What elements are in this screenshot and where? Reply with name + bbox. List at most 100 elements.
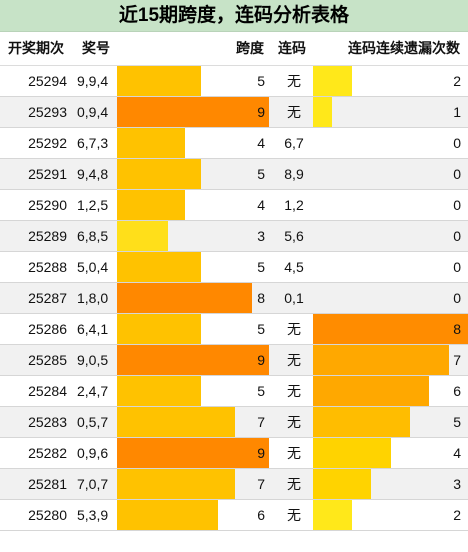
miss-cell: 2 [313, 66, 468, 96]
period-cell: 25291 [28, 166, 67, 182]
table-row: 25282 0,9,6 9 无 4 [0, 438, 468, 469]
span-value: 4 [257, 135, 265, 151]
period-cell: 25282 [28, 445, 67, 461]
span-bar [117, 159, 202, 189]
period-cell: 25283 [28, 414, 67, 430]
table-row: 25284 2,4,7 5 无 6 [0, 376, 468, 407]
span-value: 9 [257, 104, 265, 120]
span-bar [117, 190, 185, 220]
header-span: 跨度 [236, 40, 264, 56]
period-cell: 25288 [28, 259, 67, 275]
miss-cell: 8 [313, 314, 468, 344]
span-cell: 7 [117, 469, 269, 499]
span-cell: 9 [117, 345, 269, 375]
miss-bar [313, 438, 391, 468]
miss-value: 4 [453, 445, 461, 461]
number-cell: 9,0,5 [77, 352, 109, 368]
miss-bar [313, 345, 449, 375]
lianma-cell: 无 [287, 507, 301, 523]
span-value: 3 [257, 228, 265, 244]
table-row: 25289 6,8,5 3 5,6 0 [0, 221, 468, 252]
period-cell: 25280 [28, 507, 67, 523]
span-value: 5 [257, 259, 265, 275]
lianma-cell: 无 [287, 321, 301, 337]
table-row: 25294 9,9,4 5 无 2 [0, 66, 468, 97]
span-cell: 4 [117, 190, 269, 220]
miss-bar [313, 500, 352, 530]
table-header: 开奖期次 奖号 跨度 连码 连码连续遗漏次数 [0, 32, 468, 66]
span-cell: 5 [117, 159, 269, 189]
span-cell: 8 [117, 283, 269, 313]
table-body: 25294 9,9,4 5 无 2 25293 0,9,4 9 无 1 25292 6,7,3 4 6,7… [0, 66, 468, 531]
table-row: 25291 9,4,8 5 8,9 0 [0, 159, 468, 190]
lianma-cell: 无 [287, 352, 301, 368]
miss-value: 5 [453, 414, 461, 430]
span-value: 8 [257, 290, 265, 306]
number-cell: 6,7,3 [77, 135, 109, 151]
span-cell: 7 [117, 407, 269, 437]
span-cell: 9 [117, 438, 269, 468]
miss-value: 8 [453, 321, 461, 337]
number-cell: 0,9,4 [77, 104, 109, 120]
period-cell: 25292 [28, 135, 67, 151]
span-value: 7 [257, 476, 265, 492]
number-cell: 5,0,4 [77, 259, 109, 275]
table-row: 25286 6,4,1 5 无 8 [0, 314, 468, 345]
period-cell: 25294 [28, 73, 67, 89]
miss-value: 0 [453, 259, 461, 275]
lianma-cell: 4,5 [284, 259, 304, 275]
miss-cell: 6 [313, 376, 468, 406]
number-cell: 6,8,5 [77, 228, 109, 244]
table-row: 25283 0,5,7 7 无 5 [0, 407, 468, 438]
number-cell: 0,9,6 [77, 445, 109, 461]
period-cell: 25289 [28, 228, 67, 244]
span-cell: 5 [117, 314, 269, 344]
miss-bar [313, 469, 372, 499]
miss-bar [313, 407, 410, 437]
span-cell: 5 [117, 376, 269, 406]
lianma-cell: 无 [287, 476, 301, 492]
lianma-cell: 5,6 [284, 228, 304, 244]
miss-bar [313, 314, 468, 344]
period-cell: 25293 [28, 104, 67, 120]
miss-bar [313, 66, 352, 96]
period-cell: 25287 [28, 290, 67, 306]
span-bar [117, 314, 202, 344]
miss-value: 2 [453, 73, 461, 89]
span-bar [117, 252, 202, 282]
lianma-cell: 无 [287, 445, 301, 461]
miss-value: 1 [453, 104, 461, 120]
number-cell: 1,8,0 [77, 290, 109, 306]
header-lianma: 连码 [278, 40, 306, 56]
number-cell: 1,2,5 [77, 197, 109, 213]
span-value: 7 [257, 414, 265, 430]
miss-bar [313, 376, 430, 406]
number-cell: 2,4,7 [77, 383, 109, 399]
table-row: 25285 9,0,5 9 无 7 [0, 345, 468, 376]
miss-cell: 0 [313, 283, 468, 313]
span-bar [117, 469, 236, 499]
period-cell: 25281 [28, 476, 67, 492]
number-cell: 5,3,9 [77, 507, 109, 523]
span-value: 5 [257, 321, 265, 337]
span-bar [117, 345, 269, 375]
lianma-cell: 无 [287, 73, 301, 89]
period-cell: 25290 [28, 197, 67, 213]
span-bar [117, 97, 269, 127]
miss-cell: 5 [313, 407, 468, 437]
miss-cell: 1 [313, 97, 468, 127]
table-title: 近15期跨度，连码分析表格 [0, 0, 468, 32]
number-cell: 7,0,7 [77, 476, 109, 492]
span-value: 6 [257, 507, 265, 523]
table-row: 25280 5,3,9 6 无 2 [0, 500, 468, 531]
lianma-cell: 无 [287, 383, 301, 399]
lianma-cell: 无 [287, 104, 301, 120]
span-cell: 5 [117, 66, 269, 96]
miss-value: 2 [453, 507, 461, 523]
span-value: 5 [257, 166, 265, 182]
span-bar [117, 128, 185, 158]
header-period: 开奖期次 [8, 40, 64, 56]
span-cell: 4 [117, 128, 269, 158]
lianma-cell: 0,1 [284, 290, 304, 306]
table-row: 25281 7,0,7 7 无 3 [0, 469, 468, 500]
